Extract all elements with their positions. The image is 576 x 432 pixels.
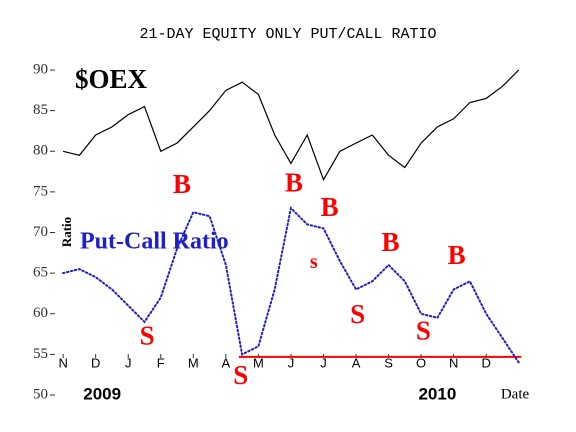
x-tick-label: J	[288, 355, 295, 370]
y-tick-label: 50	[33, 386, 48, 402]
signal-annotation: B	[382, 227, 400, 257]
x-tick-label: D	[482, 355, 491, 370]
y-tick-label: 90	[33, 61, 48, 77]
x-tick-label: M	[253, 355, 264, 370]
signal-annotation: B	[448, 240, 466, 270]
y-tick-label: 75	[33, 183, 48, 199]
x-tick-label: A	[222, 355, 231, 370]
year-label: 2010	[418, 384, 456, 403]
x-tick-label: J	[125, 355, 132, 370]
x-axis-label: Date	[501, 386, 530, 402]
x-tick-label: N	[449, 355, 458, 370]
signal-annotation: s	[310, 251, 318, 273]
signal-annotation: S	[233, 360, 248, 390]
year-label: 2009	[83, 384, 121, 403]
series-line	[62, 206, 520, 364]
series-label: Put-Call Ratio	[80, 229, 229, 255]
x-tick-label: D	[91, 355, 100, 370]
y-tick-label: 85	[33, 102, 48, 118]
y-tick-label: 80	[33, 143, 48, 159]
x-tick-label: N	[58, 355, 67, 370]
chart-title: 21-DAY EQUITY ONLY PUT/CALL RATIO	[139, 26, 436, 43]
series-label: $OEX	[75, 64, 148, 94]
x-tick-label: S	[384, 355, 393, 370]
x-tick-label: O	[416, 355, 426, 370]
x-tick-label: J	[320, 355, 327, 370]
y-tick-label: 70	[33, 224, 48, 240]
signal-annotation: B	[285, 168, 303, 198]
signal-annotation: B	[321, 192, 339, 222]
signal-annotation: B	[173, 169, 191, 199]
x-tick-label: F	[157, 355, 165, 370]
y-tick-label: 60	[33, 305, 48, 321]
x-tick-label: M	[188, 355, 199, 370]
y-tick-label: 65	[33, 265, 48, 281]
signal-annotation: S	[140, 320, 155, 350]
y-axis-label: Ratio	[59, 217, 74, 247]
y-tick-label: 55	[33, 346, 48, 362]
x-tick-label: A	[352, 355, 361, 370]
signal-annotation: S	[350, 299, 365, 329]
series-line	[62, 69, 520, 182]
signal-annotation: S	[416, 315, 431, 345]
